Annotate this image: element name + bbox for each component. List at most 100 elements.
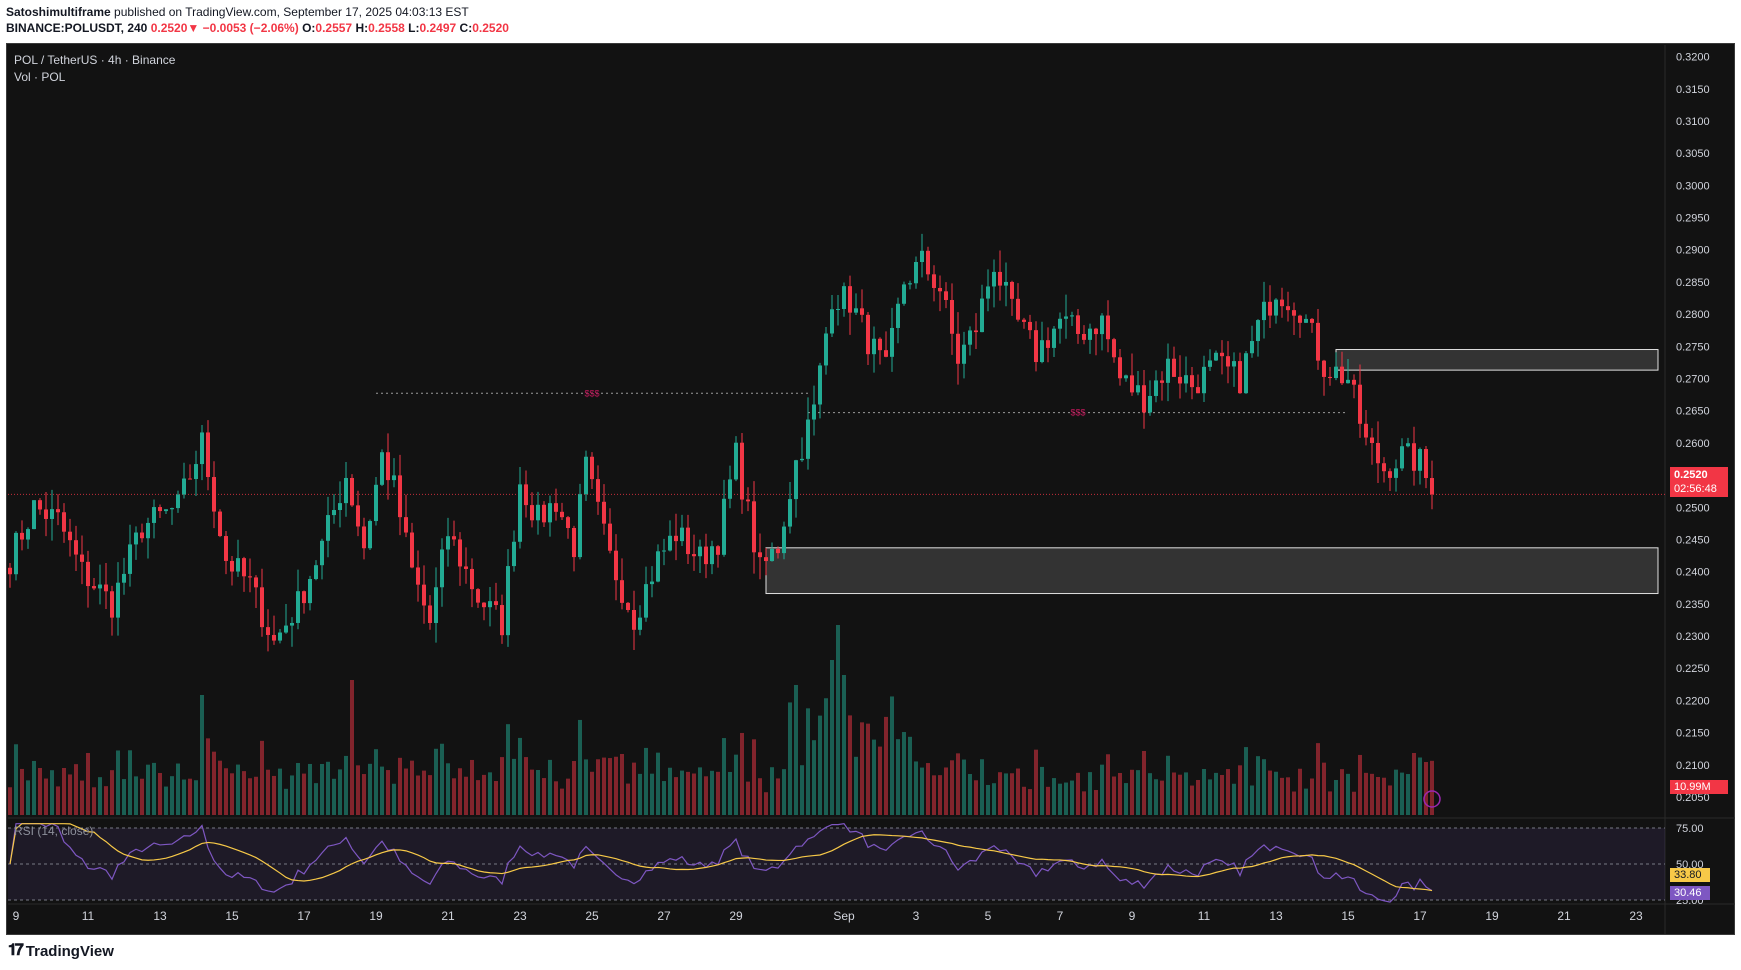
candle-body (1124, 375, 1128, 379)
volume-bar (146, 764, 150, 815)
volume-bar (1034, 749, 1038, 815)
volume-bar (1268, 770, 1272, 815)
volume-bar (968, 774, 972, 815)
ohlc-line: BINANCE:POLUSDT, 240 0.2520▼ −0.0053 (−2… (6, 20, 509, 36)
zone-resistance (1335, 349, 1659, 371)
volume-bar (788, 702, 792, 815)
candle-body (260, 587, 264, 628)
candle-body (830, 309, 834, 334)
candle-body (1130, 375, 1134, 393)
volume-bar (1208, 779, 1212, 815)
candle-body (320, 540, 324, 566)
volume-bar (326, 761, 330, 815)
candle-body (632, 609, 636, 630)
volume-bar (1178, 774, 1182, 815)
volume-bar (1262, 759, 1266, 815)
volume-bar (494, 781, 498, 815)
candle-body (770, 548, 774, 562)
symbol-label: BINANCE:POLUSDT, 240 (6, 21, 148, 35)
candle-body (680, 527, 684, 542)
candle-body (188, 478, 192, 480)
volume-bar (158, 772, 162, 815)
volume-bar (1226, 769, 1230, 815)
volume-bar (1382, 777, 1386, 815)
time-axis-label: 5 (985, 909, 992, 923)
candle-body (1310, 318, 1314, 323)
candle-body (1304, 318, 1308, 323)
candle-body (98, 584, 102, 589)
time-axis-label: 11 (1198, 909, 1211, 923)
volume-bar (650, 773, 654, 815)
candle-body (992, 271, 996, 287)
candle-body (284, 625, 288, 633)
candle-body (1208, 360, 1212, 367)
volume-bar (950, 760, 954, 815)
volume-bar (902, 732, 906, 815)
candle-body (44, 509, 48, 519)
candle-body (1220, 352, 1224, 357)
candle-body (1406, 443, 1410, 447)
author-name[interactable]: Satoshimultiframe (6, 5, 111, 19)
candle-body (146, 522, 150, 539)
volume-bar (200, 695, 204, 815)
volume-bar (1244, 747, 1248, 815)
candle-body (620, 580, 624, 603)
time-axis-label: 17 (1413, 909, 1427, 923)
volume-bar (1064, 782, 1068, 815)
price-axis-label: 0.2700 (1676, 373, 1710, 385)
candle-body (1292, 310, 1296, 316)
volume-bar (8, 787, 12, 815)
candle-body (884, 350, 888, 357)
time-axis-label: 13 (153, 909, 167, 923)
candle-body (428, 605, 432, 623)
volume-bar (704, 776, 708, 815)
footer-brand[interactable]: 𝟏𝟕 TradingView (8, 942, 114, 960)
candle-body (608, 523, 612, 551)
candle-body (326, 515, 330, 541)
volume-bar (230, 773, 234, 815)
candle-body (1184, 375, 1188, 384)
candle-body (434, 587, 438, 623)
candle-body (74, 540, 78, 555)
candle-body (290, 622, 294, 626)
candle-body (794, 460, 798, 500)
chart-frame[interactable] (6, 43, 1735, 935)
candle-body (668, 535, 672, 551)
volume-bar (890, 696, 894, 815)
candle-body (80, 554, 84, 562)
volume-bar (500, 757, 504, 815)
candle-body (1106, 315, 1110, 340)
volume-badge: 10.99M (1670, 780, 1728, 794)
volume-bar (530, 769, 534, 815)
volume-bar (1118, 772, 1122, 815)
candle-body (1100, 315, 1104, 335)
volume-bar (572, 761, 576, 815)
volume-bar (194, 780, 198, 815)
chart-title[interactable]: POL / TetherUS · 4h · Binance (14, 53, 176, 67)
volume-bar (1094, 790, 1098, 815)
volume-bar (854, 756, 858, 815)
volume-legend[interactable]: Vol · POL (14, 70, 66, 84)
candle-body (92, 586, 96, 589)
volume-bar (380, 766, 384, 815)
price-axis-label: 0.2050 (1676, 792, 1710, 804)
rsi-legend[interactable]: RSI (14, close) (14, 824, 94, 838)
candle-body (932, 274, 936, 288)
candle-body (254, 577, 258, 588)
volume-bar (272, 775, 276, 815)
candle-body (1064, 316, 1068, 319)
candle-body (350, 477, 354, 506)
candle-body (494, 601, 498, 606)
volume-bar (170, 776, 174, 815)
candle-body (566, 517, 570, 528)
candle-body (914, 262, 918, 284)
candle-body (1088, 328, 1092, 340)
volume-bar (806, 708, 810, 815)
candle-body (896, 303, 900, 328)
volume-bar (320, 763, 324, 815)
candle-body (338, 503, 342, 511)
time-axis-label: 23 (513, 909, 527, 923)
rsi-axis-label: 75.00 (1676, 823, 1704, 835)
price-axis-label: 0.2200 (1676, 695, 1710, 707)
